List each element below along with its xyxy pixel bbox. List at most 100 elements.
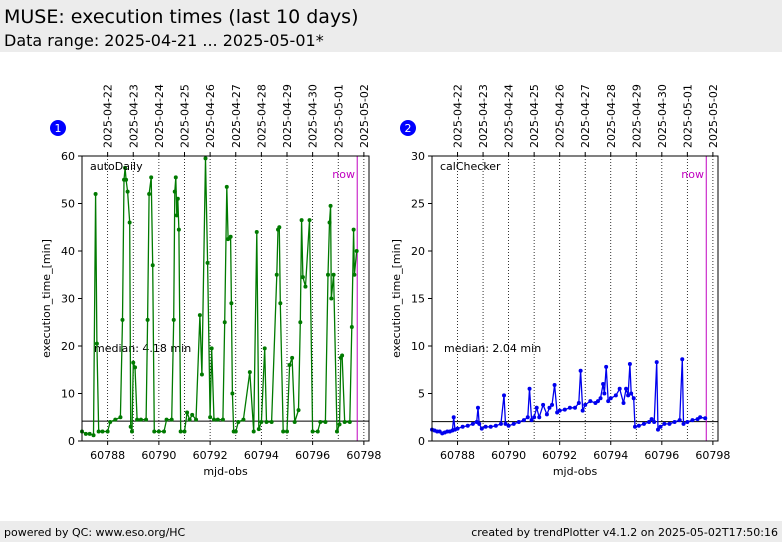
data-point: [162, 429, 166, 434]
data-point: [303, 284, 308, 289]
y-tick-label: 60: [61, 150, 75, 163]
data-point: [105, 429, 110, 434]
date-tick-label: 2025-05-01: [332, 84, 345, 148]
page-title: MUSE: execution times (last 10 days): [4, 6, 359, 28]
data-point: [465, 423, 470, 428]
data-point: [194, 417, 199, 422]
data-point: [352, 272, 357, 277]
data-point: [641, 421, 646, 426]
data-point: [256, 427, 261, 432]
page-subtitle: Data range: 2025-04-21 ... 2025-05-01*: [4, 31, 324, 50]
plot-frame: [81, 155, 370, 442]
data-point: [323, 420, 328, 424]
data-point: [604, 364, 609, 369]
data-point: [149, 175, 154, 180]
data-point: [511, 421, 516, 426]
y-tick-label: 25: [411, 198, 425, 211]
data-point: [608, 396, 613, 401]
y-tick-label: 20: [411, 245, 425, 258]
data-point: [541, 402, 546, 407]
data-point: [479, 426, 484, 431]
data-point: [215, 417, 220, 422]
data-point: [224, 184, 229, 189]
date-tick-label: 2025-04-24: [503, 84, 516, 148]
data-point: [310, 429, 315, 434]
data-point: [178, 429, 183, 434]
data-point: [331, 272, 336, 277]
data-point: [613, 393, 618, 398]
data-point: [209, 346, 214, 351]
y-tick-label: 0: [68, 435, 75, 448]
data-point: [108, 420, 113, 424]
data-point: [532, 415, 537, 420]
data-point: [287, 363, 292, 367]
data-point: [94, 341, 99, 346]
data-point: [164, 417, 169, 422]
series-label: autoDaily: [90, 160, 143, 173]
y-tick-label: 20: [61, 340, 75, 353]
data-point: [298, 320, 303, 325]
data-point: [87, 431, 92, 436]
header: MUSE: execution times (last 10 days) Dat…: [0, 0, 782, 52]
data-point: [493, 423, 498, 428]
data-point: [652, 420, 657, 424]
data-point: [470, 421, 475, 426]
data-point: [547, 405, 552, 410]
y-axis-label: execution_time_[min]: [390, 239, 403, 358]
x-tick-label: 60788: [90, 449, 125, 462]
data-point: [557, 408, 562, 413]
data-point: [655, 427, 660, 432]
data-point: [703, 416, 708, 421]
data-point: [203, 156, 208, 161]
date-tick-label: 2025-04-23: [477, 84, 490, 148]
median-label: median: 2.04 min: [444, 342, 541, 355]
data-point: [326, 272, 330, 277]
data-point: [233, 429, 238, 434]
data-point: [606, 399, 611, 404]
data-point: [229, 301, 234, 306]
data-point: [128, 424, 133, 429]
data-point: [133, 365, 138, 370]
data-point: [150, 263, 155, 268]
data-point: [633, 424, 638, 429]
data-point: [455, 426, 460, 431]
data-point: [251, 429, 256, 434]
data-point: [175, 196, 180, 201]
data-point: [601, 382, 606, 386]
date-tick-label: 2025-04-30: [656, 84, 669, 148]
data-point: [176, 227, 181, 232]
data-point: [259, 420, 264, 424]
data-point: [627, 362, 632, 367]
data-point: [460, 424, 465, 429]
data-point: [552, 382, 557, 387]
date-tick-label: 2025-05-02: [358, 84, 371, 148]
data-point: [247, 370, 252, 375]
data-point: [264, 420, 269, 424]
data-point: [281, 429, 286, 434]
data-point: [685, 420, 690, 424]
data-point: [354, 249, 359, 253]
y-tick-label: 10: [61, 388, 75, 401]
y-tick-label: 30: [61, 293, 75, 306]
data-point: [299, 218, 304, 223]
badge-label: 2: [405, 122, 412, 135]
x-tick-label: 60790: [141, 449, 176, 462]
now-label: now: [681, 168, 704, 181]
data-point: [529, 418, 534, 423]
data-point: [131, 360, 136, 365]
data-point: [83, 431, 88, 436]
data-point: [329, 296, 334, 301]
x-tick-label: 60794: [593, 449, 628, 462]
data-point: [483, 424, 488, 429]
date-tick-label: 2025-04-28: [255, 84, 268, 148]
charts: 1 2025-04-22 2025-04-23 2025-04-24 2025-04-2…: [40, 84, 730, 478]
badge: [50, 120, 66, 136]
data-point: [636, 423, 641, 428]
data-point: [677, 418, 682, 423]
data-point: [662, 421, 667, 426]
data-point: [152, 429, 157, 434]
data-point: [503, 421, 508, 426]
data-point: [236, 420, 241, 424]
series-label: calChecker: [440, 160, 501, 173]
date-tick-label: 2025-05-01: [681, 84, 694, 148]
